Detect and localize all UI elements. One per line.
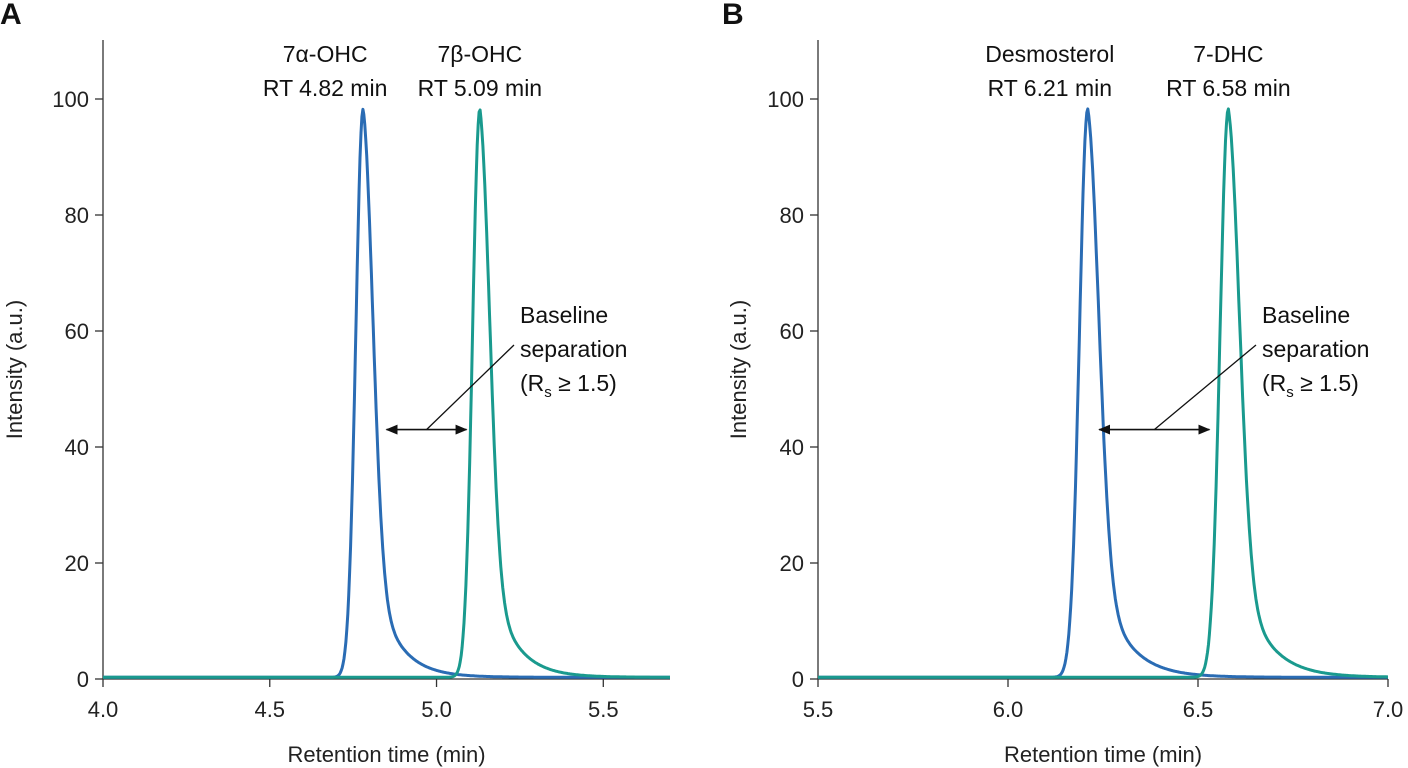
annotation-rs-subscript: s	[1286, 384, 1294, 401]
peak-rt-label: RT 5.09 min	[418, 75, 542, 101]
annotation-rs-value: ≥ 1.5)	[552, 370, 617, 396]
peak-name-label: 7-DHC	[1193, 41, 1263, 67]
annotation-rs-value: ≥ 1.5)	[1294, 370, 1359, 396]
x-tick-label: 6.5	[1183, 697, 1214, 722]
annotation-leader-line	[426, 344, 515, 431]
x-axis-title: Retention time (min)	[1004, 742, 1202, 767]
x-tick-label: 7.0	[1373, 697, 1404, 722]
peak-name-label: Desmosterol	[985, 41, 1114, 67]
x-tick-label: 4.0	[88, 697, 119, 722]
y-tick-label: 20	[65, 551, 89, 576]
panel-label: B	[722, 0, 744, 31]
y-tick-label: 0	[792, 667, 804, 692]
y-tick-label: 80	[780, 203, 804, 228]
annotation-line-1: Baseline	[520, 302, 608, 328]
y-axis-title: Intensity (a.u.)	[726, 300, 751, 439]
y-tick-label: 0	[77, 667, 89, 692]
x-tick-label: 5.5	[588, 697, 619, 722]
annotation-line-2: separation	[1262, 336, 1369, 362]
y-tick-label: 60	[65, 319, 89, 344]
x-tick-label: 5.5	[803, 697, 834, 722]
x-tick-label: 4.5	[254, 697, 285, 722]
peak-rt-label: RT 6.21 min	[988, 75, 1112, 101]
annotation-leader-line	[1153, 344, 1257, 431]
x-axis-title: Retention time (min)	[287, 742, 485, 767]
y-axis-title: Intensity (a.u.)	[2, 300, 27, 439]
y-tick-label: 40	[780, 435, 804, 460]
peak-trace-1	[102, 108, 671, 679]
y-tick-label: 60	[780, 319, 804, 344]
peak-rt-label: RT 4.82 min	[263, 75, 387, 101]
annotation-line-2: separation	[520, 336, 627, 362]
panel-label: A	[0, 0, 22, 31]
y-tick-label: 40	[65, 435, 89, 460]
y-tick-label: 100	[767, 87, 804, 112]
x-tick-label: 5.0	[421, 697, 452, 722]
annotation-rs-subscript: s	[544, 384, 552, 401]
peak-rt-label: RT 6.58 min	[1166, 75, 1290, 101]
y-tick-label: 20	[780, 551, 804, 576]
annotation-rs-open: (R	[1262, 370, 1286, 396]
annotation-line-1: Baseline	[1262, 302, 1350, 328]
peak-name-label: 7α-OHC	[283, 41, 368, 67]
y-tick-label: 100	[52, 87, 89, 112]
annotation-line-3: (Rs ≥ 1.5)	[1262, 370, 1359, 401]
x-tick-label: 6.0	[993, 697, 1024, 722]
chart-panel-b: B 0 20 40 60 80 100 5.5 6.0 6.5 7.0 Retention time …	[722, 0, 1403, 767]
peak-trace-1	[817, 107, 1389, 679]
annotation-line-3: (Rs ≥ 1.5)	[520, 370, 617, 401]
chart-panel-a: A 0 20 40 60 80 100 4.0 4.5 5.0 5.5 Retention time …	[0, 0, 671, 767]
annotation-rs-open: (R	[520, 370, 544, 396]
y-tick-label: 80	[65, 203, 89, 228]
peak-name-label: 7β-OHC	[437, 41, 522, 67]
